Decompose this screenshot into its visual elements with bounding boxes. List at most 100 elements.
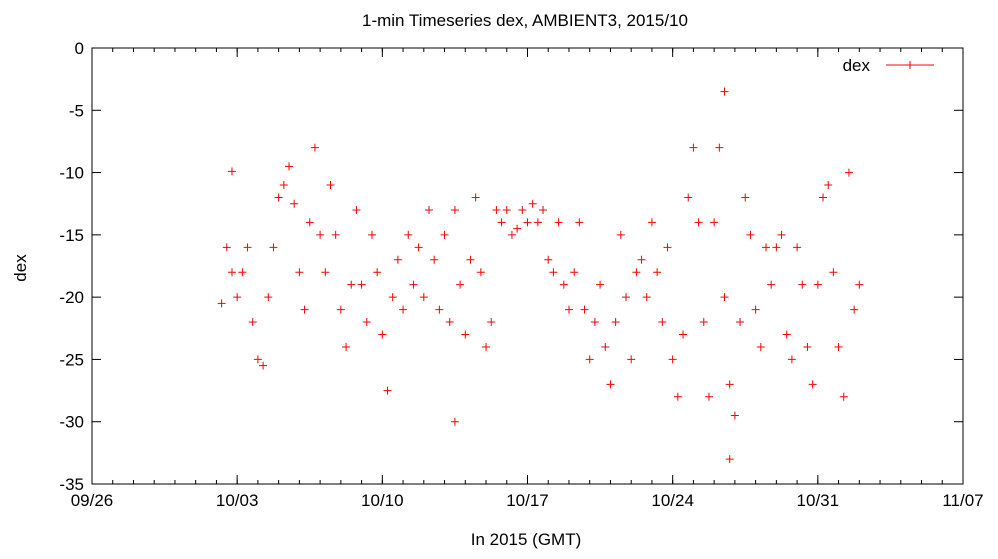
data-point [622, 293, 631, 302]
data-point [736, 318, 745, 327]
y-axis-label: dex [11, 254, 30, 282]
data-point [710, 218, 719, 227]
data-point [264, 293, 273, 302]
legend: dex [843, 56, 934, 75]
data-point [855, 280, 864, 289]
data-point [829, 268, 838, 277]
legend-label: dex [843, 56, 871, 75]
data-point [596, 280, 605, 289]
data-point [632, 268, 641, 277]
data-point [720, 87, 729, 96]
data-point [507, 230, 516, 239]
data-point [466, 255, 475, 264]
data-point [761, 243, 770, 252]
data-point [663, 243, 672, 252]
data-point [647, 218, 656, 227]
data-point [813, 280, 822, 289]
data-point [533, 218, 542, 227]
data-point [513, 224, 522, 233]
data-point [243, 243, 252, 252]
data-point [233, 293, 242, 302]
data-point [808, 380, 817, 389]
data-point [295, 268, 304, 277]
data-point [689, 143, 698, 152]
data-point [456, 280, 465, 289]
data-point [673, 392, 682, 401]
data-point [539, 205, 548, 214]
data-point [575, 218, 584, 227]
data-point [222, 243, 231, 252]
data-point [642, 293, 651, 302]
data-point [347, 280, 356, 289]
data-point [388, 293, 397, 302]
data-point [497, 218, 506, 227]
data-point [839, 392, 848, 401]
x-tick-label: 10/10 [361, 491, 404, 510]
data-point [300, 305, 309, 314]
data-point [471, 193, 480, 202]
data-point [259, 361, 268, 370]
data-point [850, 305, 859, 314]
data-point [601, 342, 610, 351]
data-point [274, 193, 283, 202]
data-point [528, 199, 537, 208]
legend-marker [886, 61, 934, 69]
data-point [367, 230, 376, 239]
data-point [393, 255, 402, 264]
data-point [606, 380, 615, 389]
x-tick-label: 10/31 [797, 491, 840, 510]
y-tick-label: -35 [59, 475, 84, 494]
y-tick-label: 0 [75, 39, 84, 58]
data-point [559, 280, 568, 289]
data-point [787, 355, 796, 364]
data-point [725, 455, 734, 464]
data-point [316, 230, 325, 239]
data-point [305, 218, 314, 227]
data-point [694, 218, 703, 227]
y-tick-label: -20 [59, 288, 84, 307]
data-point [440, 230, 449, 239]
data-point [834, 342, 843, 351]
data-point [772, 243, 781, 252]
data-point [445, 318, 454, 327]
data-point [782, 330, 791, 339]
y-tick-label: -25 [59, 350, 84, 369]
data-point [725, 380, 734, 389]
data-point [450, 417, 459, 426]
data-point [487, 318, 496, 327]
data-point [844, 168, 853, 177]
data-point [424, 205, 433, 214]
data-point [414, 243, 423, 252]
data-point [684, 193, 693, 202]
data-point [741, 193, 750, 202]
x-tick-label: 11/07 [942, 491, 983, 510]
data-point [482, 342, 491, 351]
data-point [404, 230, 413, 239]
data-point [409, 280, 418, 289]
data-point [544, 255, 553, 264]
data-points [217, 87, 864, 464]
data-point [248, 318, 257, 327]
data-point [430, 255, 439, 264]
data-point [357, 280, 366, 289]
data-point [326, 181, 335, 190]
data-point [279, 181, 288, 190]
data-point [658, 318, 667, 327]
data-point [310, 143, 319, 152]
data-point [730, 411, 739, 420]
chart-title: 1-min Timeseries dex, AMBIENT3, 2015/10 [362, 11, 688, 30]
data-point [715, 143, 724, 152]
data-point [554, 218, 563, 227]
data-point [336, 305, 345, 314]
data-point [756, 342, 765, 351]
data-point [253, 355, 262, 364]
data-point [798, 280, 807, 289]
data-point [564, 305, 573, 314]
data-point [777, 230, 786, 239]
x-tick-label: 10/17 [506, 491, 549, 510]
data-point [383, 386, 392, 395]
data-point [637, 255, 646, 264]
data-point [824, 181, 833, 190]
data-point [720, 293, 729, 302]
